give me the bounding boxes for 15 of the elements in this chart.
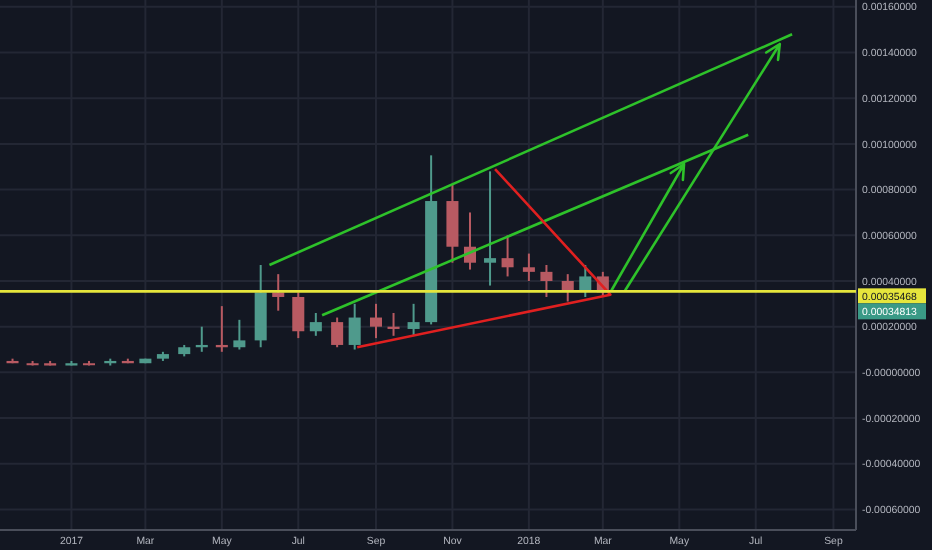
candlestick	[579, 264, 592, 298]
candlestick	[522, 252, 535, 282]
candlestick	[348, 302, 361, 351]
candlestick	[501, 234, 514, 278]
candlestick	[540, 264, 553, 298]
candlestick	[292, 291, 305, 340]
candlestick	[369, 302, 382, 340]
candlestick	[233, 318, 246, 351]
candlestick	[254, 264, 267, 349]
candlestick	[309, 311, 322, 337]
candlestick	[561, 273, 574, 303]
candlestick	[446, 184, 459, 264]
candlestick	[484, 170, 497, 287]
candlestick	[407, 302, 420, 337]
candlestick	[331, 316, 344, 349]
